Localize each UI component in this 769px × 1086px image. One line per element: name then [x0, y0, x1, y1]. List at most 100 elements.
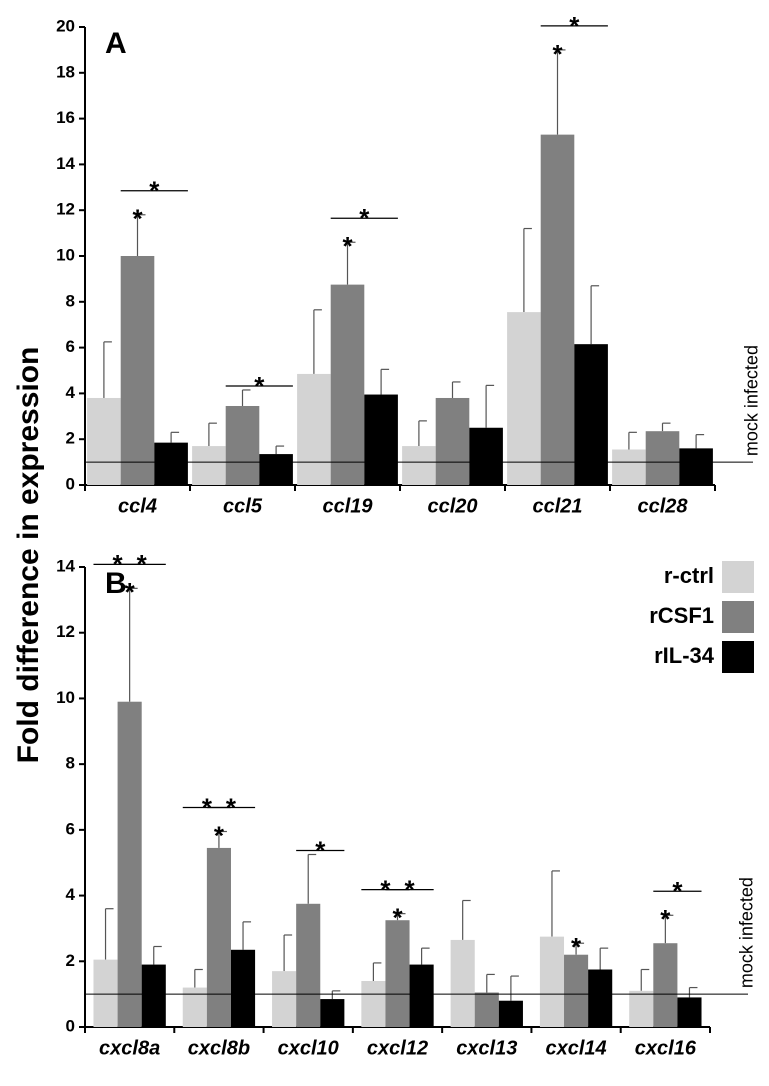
bar [117, 701, 142, 1027]
bar [192, 446, 226, 485]
bar [93, 959, 118, 1027]
y-tick-label: 8 [66, 291, 75, 310]
legend-swatch [722, 601, 754, 633]
bar [588, 969, 613, 1027]
legend-swatch [722, 561, 754, 593]
x-tick-label: ccl28 [637, 495, 688, 517]
bar [564, 954, 589, 1027]
significance-star: * [254, 371, 265, 401]
bar [141, 964, 166, 1027]
bar [409, 964, 434, 1027]
bar [629, 990, 654, 1027]
y-tick-label: 4 [66, 383, 76, 402]
y-tick-label: 10 [56, 688, 75, 707]
bar [361, 981, 386, 1027]
bar [385, 920, 410, 1027]
bar [645, 431, 680, 485]
x-tick-label: ccl20 [427, 495, 477, 517]
bar [120, 256, 155, 485]
y-tick-label: 20 [56, 16, 75, 35]
y-tick-label: 14 [56, 556, 75, 575]
bar [182, 987, 207, 1027]
significance-star: * [132, 204, 143, 234]
significance-star: * [404, 875, 415, 905]
x-tick-label: ccl4 [118, 495, 157, 517]
significance-star: * [214, 820, 225, 850]
bar [653, 943, 678, 1027]
bar [450, 939, 475, 1027]
x-tick-label: ccl21 [532, 495, 582, 517]
panel-label: B [105, 567, 127, 600]
y-tick-label: 2 [66, 429, 75, 448]
bar [402, 446, 436, 485]
y-tick-label: 0 [66, 1016, 75, 1035]
x-tick-label: cxcl8a [99, 1037, 160, 1059]
y-axis-label: Fold difference in expression [12, 347, 45, 764]
reference-label: mock infected [737, 877, 757, 988]
significance-star: * [571, 932, 582, 962]
bar [507, 312, 541, 485]
x-tick-label: cxcl10 [278, 1037, 339, 1059]
significance-star: * [342, 231, 353, 261]
bar [679, 448, 713, 485]
significance-star: * [226, 792, 237, 822]
x-tick-label: cxcl8b [188, 1037, 250, 1059]
legend-label: rCSF1 [649, 603, 714, 628]
y-tick-label: 14 [56, 154, 75, 173]
bar [320, 999, 345, 1027]
bar [154, 442, 188, 485]
y-tick-label: 8 [66, 754, 75, 773]
y-tick-label: 0 [66, 474, 75, 493]
significance-star: * [552, 39, 563, 69]
bar [364, 394, 398, 485]
significance-star: * [125, 577, 136, 607]
x-tick-label: cxcl12 [367, 1037, 428, 1059]
y-tick-label: 4 [66, 885, 76, 904]
legend-label: rIL-34 [654, 643, 715, 668]
bar [574, 344, 608, 485]
y-tick-label: 10 [56, 245, 75, 264]
bar [225, 405, 260, 485]
bar [296, 903, 321, 1027]
bar [206, 847, 231, 1027]
bar [612, 449, 646, 485]
y-tick-label: 12 [56, 200, 75, 219]
bar [474, 992, 499, 1027]
y-tick-label: 18 [56, 62, 75, 81]
significance-star: * [149, 176, 160, 206]
bar [230, 949, 256, 1027]
bar [435, 397, 470, 485]
panel-label: A [105, 27, 127, 60]
bar [469, 427, 503, 485]
y-tick-label: 2 [66, 951, 75, 970]
significance-star: * [392, 903, 403, 933]
x-tick-label: ccl5 [223, 495, 263, 517]
legend-label: r-ctrl [664, 563, 714, 588]
bar [272, 971, 297, 1027]
x-tick-label: cxcl14 [545, 1037, 606, 1059]
bar [677, 997, 702, 1027]
bar [540, 134, 575, 485]
y-tick-label: 6 [66, 337, 75, 356]
y-tick-label: 6 [66, 819, 75, 838]
significance-star: * [672, 876, 683, 906]
x-tick-label: ccl19 [322, 495, 373, 517]
y-tick-label: 16 [56, 108, 75, 127]
bar [259, 454, 293, 485]
legend-swatch [722, 641, 754, 673]
reference-label: mock infected [742, 345, 762, 456]
significance-star: * [359, 203, 370, 233]
bar [330, 284, 365, 485]
significance-star: * [315, 835, 326, 865]
bar [498, 1000, 523, 1027]
bar [297, 373, 331, 485]
x-tick-label: cxcl16 [635, 1037, 697, 1059]
x-tick-label: cxcl13 [456, 1037, 517, 1059]
significance-star: * [569, 11, 580, 41]
y-tick-label: 12 [56, 622, 75, 641]
significance-star: * [137, 549, 148, 579]
bar [539, 936, 565, 1027]
bar [87, 397, 121, 485]
significance-star: * [660, 904, 671, 934]
